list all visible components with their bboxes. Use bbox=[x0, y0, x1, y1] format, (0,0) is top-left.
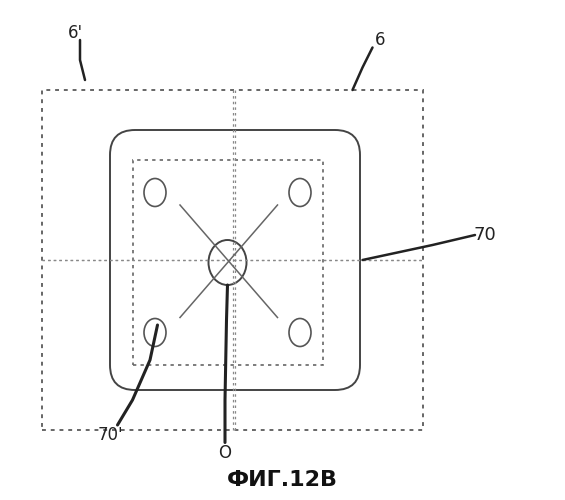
Text: 6': 6' bbox=[67, 24, 82, 42]
Text: 70: 70 bbox=[473, 226, 497, 244]
Bar bbox=[133, 160, 323, 365]
Bar bbox=[42, 90, 423, 430]
Text: O: O bbox=[219, 444, 232, 462]
Text: ФИГ.12В: ФИГ.12В bbox=[227, 470, 338, 490]
Text: 70': 70' bbox=[97, 426, 123, 444]
Text: 6: 6 bbox=[375, 31, 385, 49]
